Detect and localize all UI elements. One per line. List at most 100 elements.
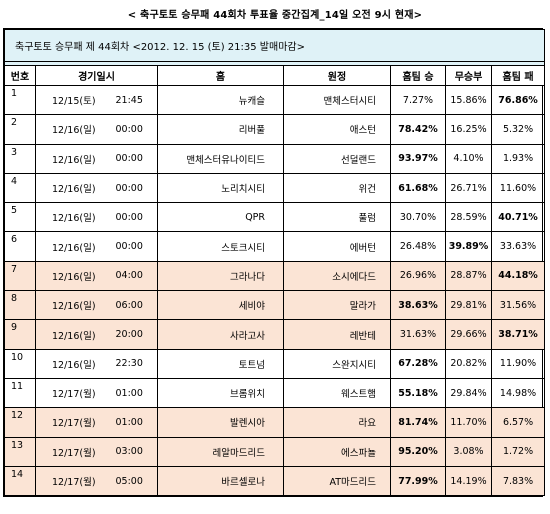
match-date: 12/16(일) [35,202,114,233]
draw-rate: 29.84% [445,377,492,409]
home-loss-rate: 38.71% [490,319,546,350]
home-win-rate: 77.99% [390,465,446,497]
match-row: 5 12/16(일) 00:00 QPR 풀럼 30.70% 28.59% 40.71% [4,202,546,233]
draw-rate: 28.87% [445,260,492,292]
away-team: 에스파뇰 [283,436,391,467]
away-team: 라요 [283,407,391,438]
match-time: 00:00 [113,172,158,204]
banner-gap [3,61,546,66]
match-date: 12/17(월) [35,377,114,409]
header-away: 원정 [283,65,391,86]
home-loss-rate: 76.86% [490,84,546,116]
draw-rate: 26.71% [445,172,492,204]
home-team: 사라고사 [157,319,284,350]
match-row: 3 12/16(일) 00:00 맨체스터유나이티드 선덜랜드 93.97% 4.10% 1.… [4,143,546,174]
home-loss-rate: 31.56% [490,290,546,321]
header-home-win: 홈팀 승 [390,65,446,86]
match-date: 12/16(일) [35,260,114,292]
match-time: 00:00 [113,202,158,233]
home-team: 그라나다 [157,260,284,292]
home-win-rate: 26.96% [390,260,446,292]
home-win-rate: 95.20% [390,436,446,467]
page-title: < 축구토토 승무패 44회차 투표율 중간집계_14일 오전 9시 현재> [127,10,423,21]
match-number: 11 [4,377,36,409]
draw-rate: 16.25% [445,114,492,145]
home-loss-rate: 6.57% [490,407,546,438]
match-time: 21:45 [113,84,158,116]
home-team: 브롬위치 [157,377,284,409]
home-loss-rate: 14.98% [490,377,546,409]
header-home: 홈 [157,65,284,86]
match-time: 01:00 [113,407,158,438]
match-time: 00:00 [113,114,158,145]
draw-rate: 11.70% [445,407,492,438]
match-row: 13 12/17(월) 03:00 레알마드리드 에스파뇰 95.20% 3.08% 1.72… [4,436,546,467]
home-loss-rate: 44.18% [490,260,546,292]
match-number: 6 [4,231,36,262]
away-team: 소시에다드 [283,260,391,292]
away-team: 풀럼 [283,202,391,233]
match-time: 06:00 [113,290,158,321]
match-date: 12/16(일) [35,172,114,204]
home-team: 발렌시아 [157,407,284,438]
home-win-rate: 67.28% [390,348,446,379]
header-row: 번호 경기일시 홈 원정 홈팀 승 무승부 홈팀 패 [4,65,546,86]
round-banner: 축구토토 승무패 제 44회차 <2012. 12. 15 (토) 21:35 … [3,29,546,62]
draw-rate: 29.81% [445,290,492,321]
match-row: 11 12/17(월) 01:00 브롬위치 웨스트햄 55.18% 29.84% 14.98… [4,377,546,409]
home-win-rate: 30.70% [390,202,446,233]
home-loss-rate: 33.63% [490,231,546,262]
match-number: 1 [4,84,36,116]
vote-table: 축구토토 승무패 제 44회차 <2012. 12. 15 (토) 21:35 … [3,29,546,497]
home-loss-rate: 7.83% [490,465,546,497]
away-team: 선덜랜드 [283,143,391,174]
match-number: 14 [4,465,36,497]
match-number: 2 [4,114,36,145]
match-date: 12/17(월) [35,407,114,438]
match-time: 05:00 [113,465,158,497]
home-loss-rate: 11.90% [490,348,546,379]
home-loss-rate: 1.93% [490,143,546,174]
match-date: 12/16(일) [35,143,114,174]
home-team: 리버풀 [157,114,284,145]
away-team: 말라가 [283,290,391,321]
vote-table-frame: 축구토토 승무패 제 44회차 <2012. 12. 15 (토) 21:35 … [3,28,546,498]
home-win-rate: 78.42% [390,114,446,145]
match-date: 12/16(일) [35,319,114,350]
home-loss-rate: 1.72% [490,436,546,467]
home-win-rate: 93.97% [390,143,446,174]
match-row: 14 12/17(월) 05:00 바르셀로나 AT마드리드 77.99% 14.19% 7.… [4,465,546,497]
home-win-rate: 55.18% [390,377,446,409]
draw-rate: 39.89% [445,231,492,262]
draw-rate: 28.59% [445,202,492,233]
draw-rate: 29.66% [445,319,492,350]
match-time: 03:00 [113,436,158,467]
match-row: 10 12/16(일) 22:30 토트넘 스완지시티 67.28% 20.82% 11.90… [4,348,546,379]
away-team: AT마드리드 [283,465,391,497]
home-team: 뉴캐슬 [157,84,284,116]
home-win-rate: 31.63% [390,319,446,350]
draw-rate: 15.86% [445,84,492,116]
draw-rate: 4.10% [445,143,492,174]
match-date: 12/16(일) [35,114,114,145]
header-home-loss: 홈팀 패 [490,65,546,86]
home-win-rate: 81.74% [390,407,446,438]
match-row: 1 12/15(토) 21:45 뉴캐슬 맨체스터시티 7.27% 15.86% 76.86% [4,84,546,116]
home-team: QPR [157,202,284,233]
match-number: 10 [4,348,36,379]
away-team: 맨체스터시티 [283,84,391,116]
home-win-rate: 26.48% [390,231,446,262]
match-number: 12 [4,407,36,438]
match-date: 12/16(일) [35,348,114,379]
match-time: 04:00 [113,260,158,292]
match-time: 22:30 [113,348,158,379]
match-time: 20:00 [113,319,158,350]
draw-rate: 3.08% [445,436,492,467]
away-team: 스완지시티 [283,348,391,379]
header-datetime: 경기일시 [35,65,158,86]
home-win-rate: 61.68% [390,172,446,204]
match-time: 00:00 [113,231,158,262]
away-team: 위건 [283,172,391,204]
match-row: 2 12/16(일) 00:00 리버풀 애스턴 78.42% 16.25% 5.32% [4,114,546,145]
